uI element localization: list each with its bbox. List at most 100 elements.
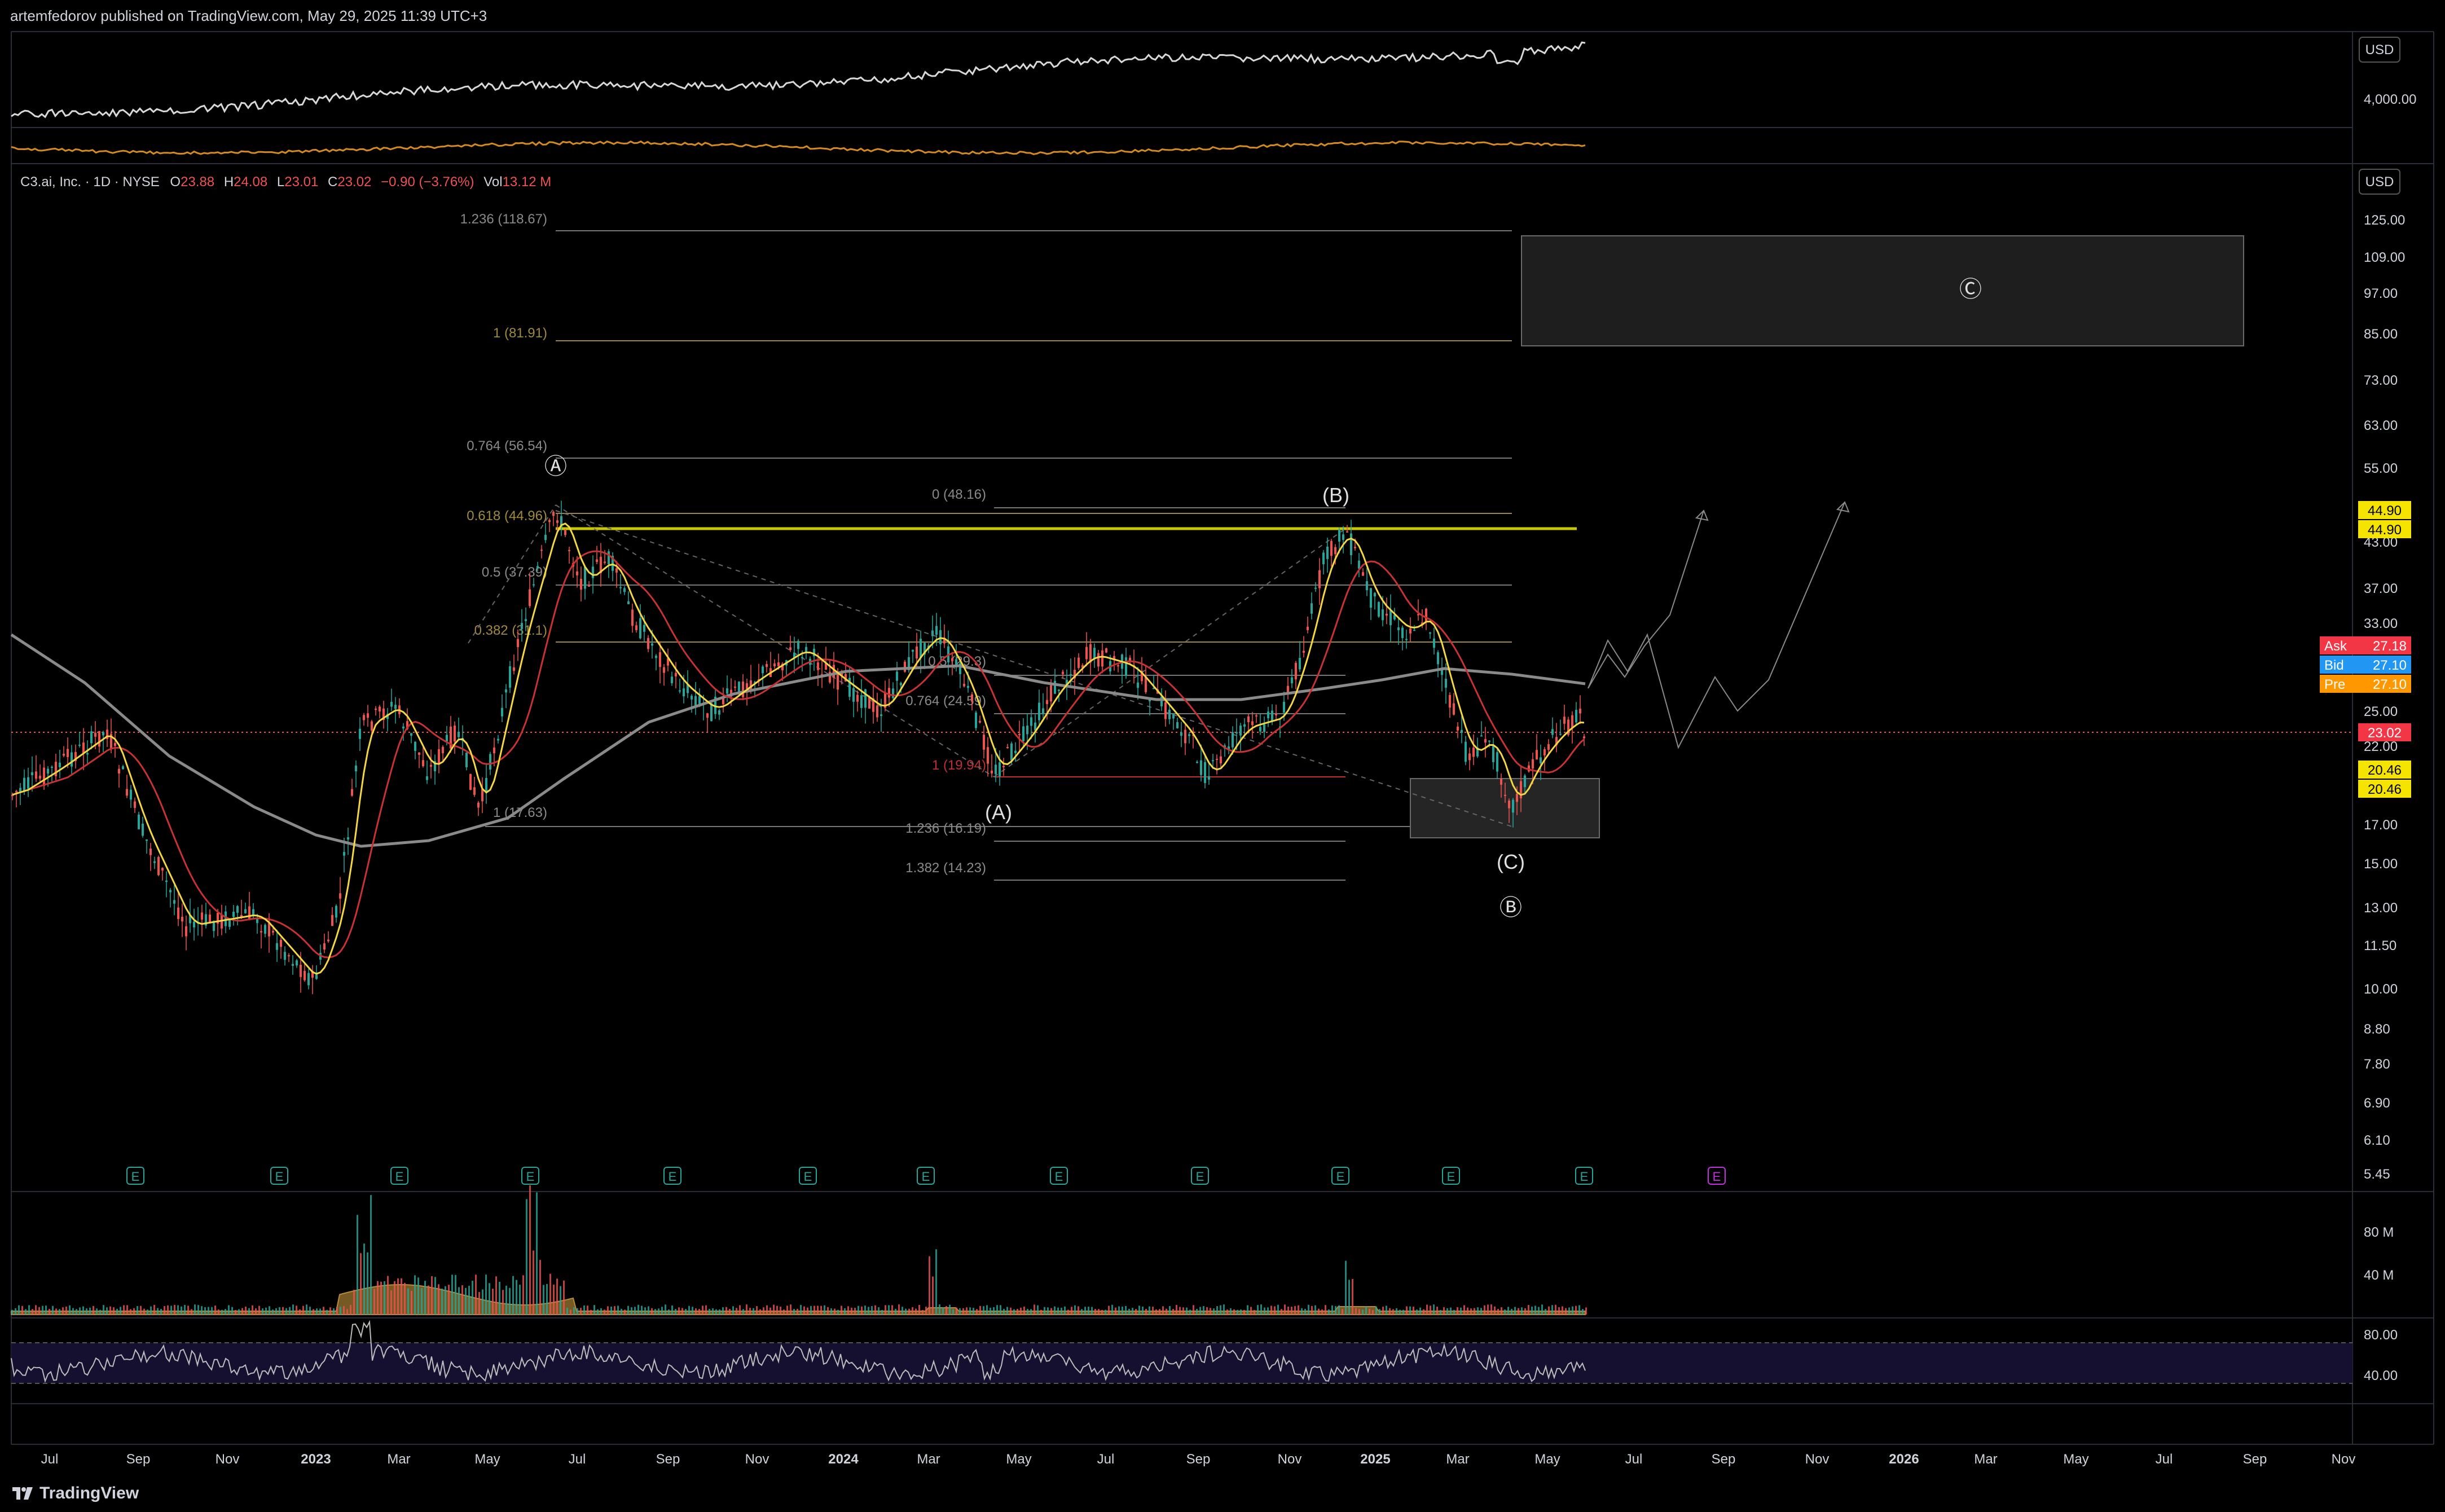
candle-body xyxy=(15,791,17,793)
volume-bar xyxy=(1182,1307,1184,1315)
volume-bar xyxy=(549,1273,551,1315)
earnings-marker[interactable] xyxy=(917,1167,935,1185)
volume-bar xyxy=(55,1308,57,1315)
volume-bar xyxy=(1348,1280,1350,1315)
volume-bar xyxy=(363,1243,365,1315)
candle-body xyxy=(734,687,736,688)
volume-bar xyxy=(685,1309,687,1315)
projection-path-outer[interactable] xyxy=(1588,502,1845,749)
volume-bar xyxy=(634,1307,636,1315)
candle-body xyxy=(335,906,337,918)
earnings-marker[interactable] xyxy=(1708,1167,1726,1185)
earnings-marker[interactable] xyxy=(521,1167,539,1185)
volume-bar xyxy=(1166,1308,1167,1315)
candle-body xyxy=(612,556,614,571)
earnings-marker[interactable] xyxy=(390,1167,408,1185)
candle-body xyxy=(51,767,53,768)
volume-bar xyxy=(583,1305,585,1315)
volume-bar xyxy=(1518,1308,1519,1315)
earnings-marker[interactable] xyxy=(1575,1167,1593,1185)
index-currency-badge[interactable] xyxy=(2359,37,2400,63)
candle-body xyxy=(485,778,487,793)
candle-body xyxy=(307,973,310,986)
volume-bar xyxy=(89,1307,91,1315)
candle-body xyxy=(1311,603,1313,614)
time-axis[interactable]: Jul Sep Nov 2023 Mar May Jul Sep Nov 2024 Mar May Ju… xyxy=(41,1452,2356,1467)
volume-bar xyxy=(79,1307,81,1315)
earnings-marker[interactable] xyxy=(126,1167,144,1185)
volume-bar xyxy=(208,1307,209,1315)
earnings-marker[interactable] xyxy=(663,1167,681,1185)
volume-bar xyxy=(719,1309,720,1315)
volume-bar xyxy=(1226,1309,1228,1315)
volume-bar xyxy=(262,1308,263,1315)
volume-bar xyxy=(309,1307,311,1315)
candle-body xyxy=(837,672,839,690)
candle-body xyxy=(217,913,219,924)
candle-body xyxy=(1468,753,1471,761)
target-zone-box[interactable] xyxy=(1521,235,2244,346)
candle-body xyxy=(971,694,973,702)
fib-label-group: 1.236 (118.67) 1 (81.91) 0.764 (56.54) 0… xyxy=(460,212,986,876)
volume-bar xyxy=(908,1308,910,1315)
volume-bar xyxy=(813,1306,815,1315)
volume-bar xyxy=(932,1276,934,1315)
volume-bar xyxy=(698,1309,700,1315)
candle-body xyxy=(1259,727,1261,732)
earnings-marker[interactable] xyxy=(1191,1167,1209,1185)
candle-body xyxy=(848,678,851,697)
volume-bar xyxy=(1396,1308,1397,1315)
volume-bar xyxy=(556,1278,558,1315)
candle-body xyxy=(1453,703,1455,715)
time-axis-label: 2026 xyxy=(1889,1452,1919,1467)
volume-bar xyxy=(1362,1309,1364,1315)
candle-body xyxy=(580,578,582,590)
volume-bar xyxy=(451,1274,453,1315)
volume-bar xyxy=(996,1305,998,1315)
volume-bar xyxy=(289,1307,291,1315)
candle-body xyxy=(525,619,527,621)
volume-bar xyxy=(1040,1309,1042,1315)
earnings-marker[interactable] xyxy=(1050,1167,1068,1185)
earnings-marker[interactable] xyxy=(1331,1167,1349,1185)
volume-bar xyxy=(1453,1309,1455,1315)
fib-label-05-upper: 0.5 (37.39) xyxy=(482,565,547,580)
candle-body xyxy=(1184,729,1186,744)
candle-body xyxy=(481,789,483,802)
earnings-marker[interactable] xyxy=(1442,1167,1460,1185)
volume-bar xyxy=(1474,1308,1475,1315)
earnings-marker[interactable] xyxy=(799,1167,817,1185)
candle-body xyxy=(1461,729,1463,733)
level-high-badge-2 xyxy=(2358,520,2411,538)
volume-bar xyxy=(18,1305,20,1315)
volume-bar xyxy=(1057,1307,1059,1315)
main-currency-badge[interactable] xyxy=(2359,169,2400,195)
volume-bar xyxy=(1352,1278,1353,1315)
candle-body xyxy=(292,964,294,966)
candle-body xyxy=(1081,665,1084,668)
volume-bar xyxy=(857,1306,859,1315)
candle-body xyxy=(1204,762,1206,784)
ema-slow-line xyxy=(12,550,1585,959)
candle-body xyxy=(1496,752,1498,772)
rsi-line xyxy=(11,1320,1586,1383)
candle-body xyxy=(74,751,77,761)
volume-bar xyxy=(346,1309,348,1315)
time-axis-label: 2025 xyxy=(1360,1452,1390,1467)
projection-path-inner[interactable] xyxy=(1588,510,1704,689)
candle-body xyxy=(284,952,286,960)
volume-bar xyxy=(1325,1305,1326,1315)
candle-body xyxy=(1145,676,1147,692)
volume-bar xyxy=(472,1281,473,1315)
earnings-marker-label: E xyxy=(526,1170,535,1184)
volume-bar xyxy=(1582,1309,1584,1315)
earnings-marker[interactable] xyxy=(270,1167,288,1185)
volume-bar xyxy=(1118,1306,1120,1315)
volume-bar xyxy=(42,1306,43,1315)
volume-bar xyxy=(1125,1306,1127,1315)
candle-body xyxy=(939,630,942,644)
price-axis[interactable]: 125.00109.0097.0085.0073.0063.0055.0048.… xyxy=(2364,213,2405,1182)
candle-body xyxy=(544,534,547,540)
